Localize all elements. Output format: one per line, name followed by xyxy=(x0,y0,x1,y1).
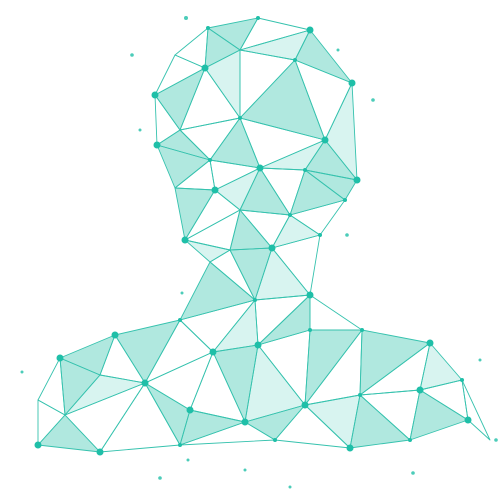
mesh xyxy=(37,17,491,453)
floating-dots xyxy=(20,16,498,489)
nodes xyxy=(34,16,472,456)
